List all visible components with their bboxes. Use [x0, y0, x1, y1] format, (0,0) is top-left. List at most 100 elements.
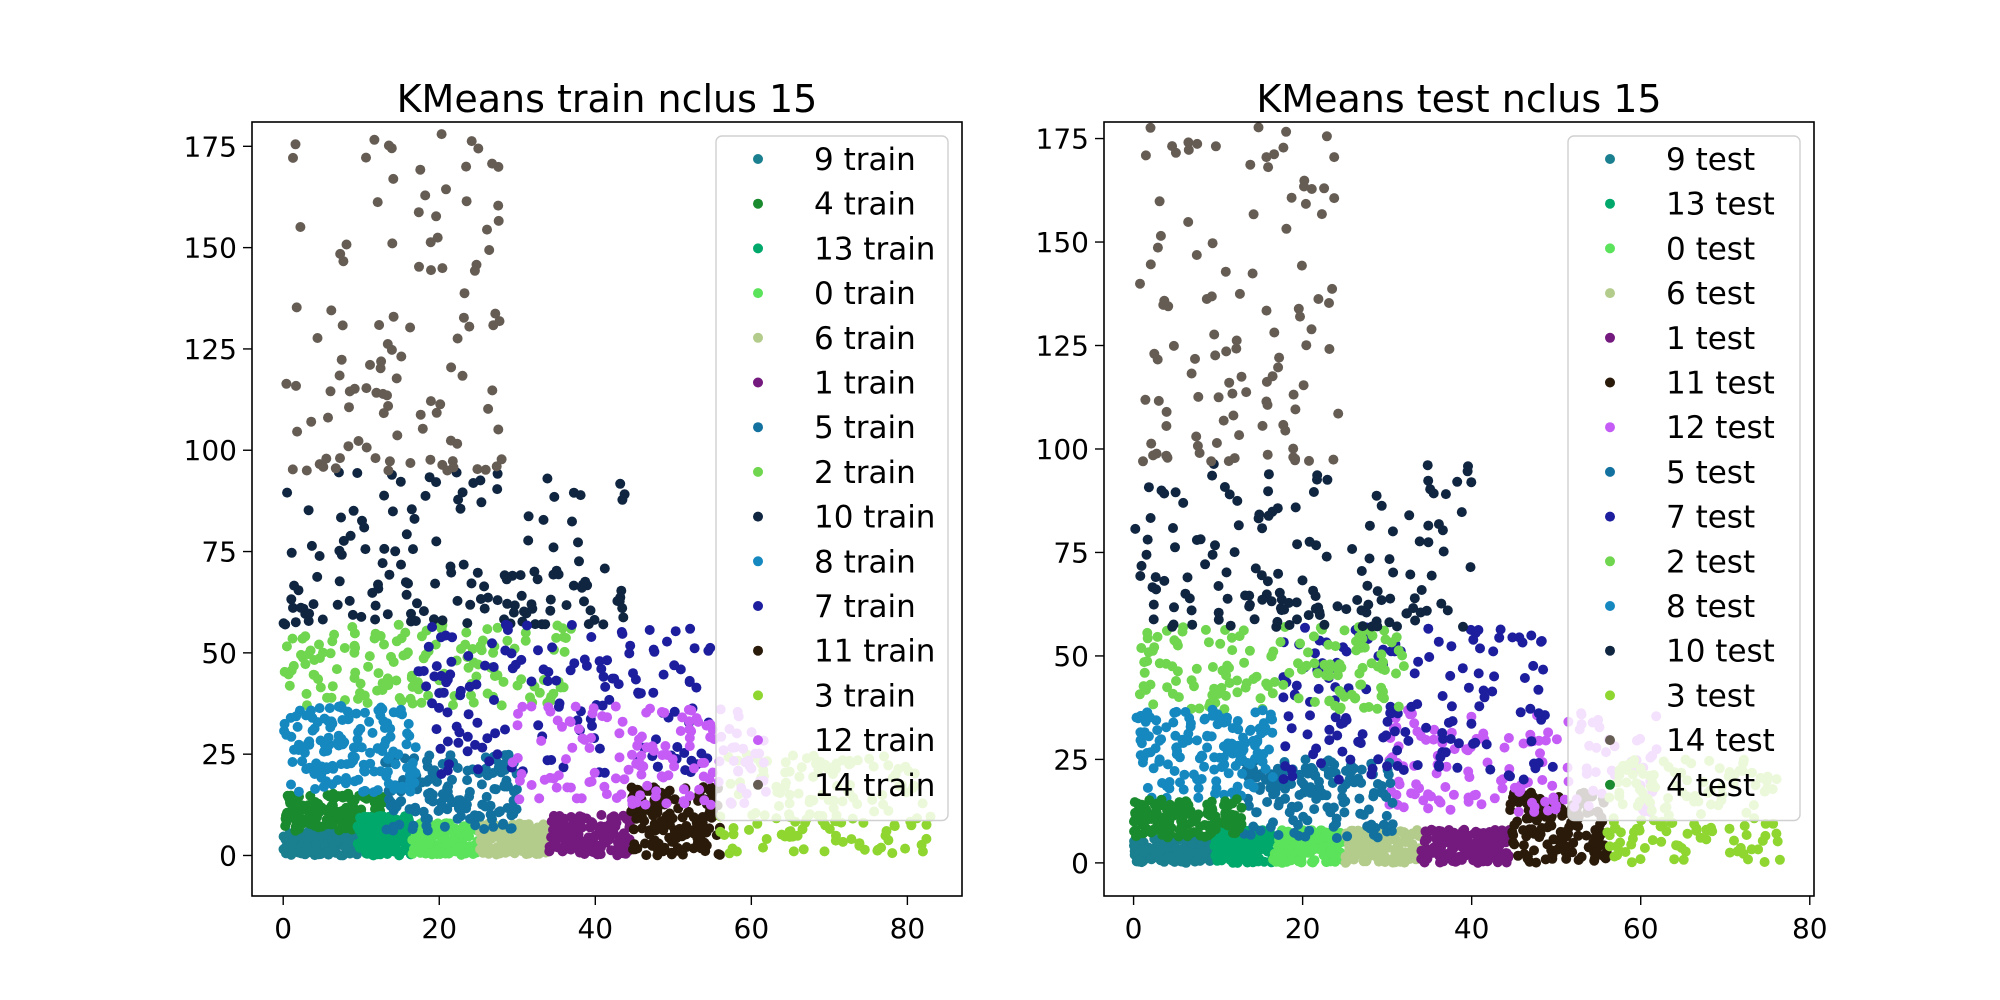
data-point — [1148, 450, 1159, 461]
data-point — [1381, 810, 1392, 821]
data-point — [1160, 812, 1171, 823]
data-point — [315, 682, 326, 693]
data-point — [533, 842, 544, 853]
data-point — [634, 757, 645, 768]
data-point — [1202, 731, 1213, 742]
data-point — [475, 594, 486, 604]
x-tick-label: 80 — [1792, 912, 1828, 945]
data-point — [341, 239, 352, 250]
data-point — [332, 599, 343, 610]
y-tick-label: 50 — [201, 637, 237, 670]
data-point — [1701, 824, 1712, 835]
chart-title: KMeans train nclus 15 — [397, 77, 818, 121]
data-point — [512, 720, 523, 731]
data-point — [1219, 818, 1230, 828]
data-point — [538, 664, 549, 675]
data-point — [379, 723, 390, 733]
data-point — [1232, 495, 1243, 506]
data-point — [1354, 793, 1365, 804]
data-point — [1319, 183, 1330, 194]
data-point — [540, 619, 551, 630]
data-point — [506, 648, 517, 659]
data-point — [485, 834, 496, 845]
data-point — [1309, 658, 1320, 669]
data-point — [1207, 238, 1218, 249]
data-point — [1224, 489, 1235, 500]
data-point — [1219, 482, 1230, 492]
data-point — [516, 590, 527, 601]
data-point — [290, 825, 301, 836]
data-point — [350, 742, 361, 753]
data-point — [461, 627, 472, 638]
data-point — [618, 612, 629, 623]
data-point — [1269, 149, 1280, 160]
data-point — [1164, 783, 1175, 794]
data-point — [336, 354, 347, 365]
data-point — [1391, 855, 1402, 866]
data-point — [1676, 843, 1687, 853]
data-point — [1145, 122, 1156, 133]
plot-frame — [251, 121, 963, 897]
data-point — [1168, 340, 1179, 351]
data-point — [344, 595, 355, 606]
data-point — [1739, 820, 1750, 831]
data-point — [360, 707, 370, 718]
data-point — [1280, 793, 1291, 804]
data-point — [370, 453, 381, 464]
x-tick-label: 20 — [1285, 912, 1321, 945]
data-point — [1170, 542, 1180, 553]
data-point — [334, 370, 345, 381]
data-point — [508, 607, 519, 618]
data-point — [335, 248, 346, 259]
data-point — [1556, 831, 1567, 842]
data-point — [420, 813, 431, 824]
data-point — [1163, 851, 1174, 862]
x-tick-label: 60 — [734, 912, 770, 945]
data-point — [492, 749, 503, 760]
data-point — [492, 622, 503, 633]
data-point — [1302, 815, 1313, 826]
data-point — [1312, 470, 1323, 481]
data-point — [400, 829, 411, 840]
data-point — [1145, 513, 1156, 523]
legend-frame — [1567, 135, 1801, 822]
data-point — [1286, 855, 1297, 866]
data-point — [326, 305, 337, 316]
data-point — [482, 733, 493, 744]
data-point — [1419, 836, 1430, 847]
data-point — [427, 796, 438, 807]
data-point — [1266, 596, 1277, 607]
data-point — [1292, 539, 1303, 550]
data-point — [648, 745, 659, 756]
data-point — [1442, 605, 1453, 616]
data-point — [1182, 831, 1193, 842]
data-point — [1631, 823, 1642, 834]
data-point — [705, 799, 716, 810]
data-point — [312, 812, 322, 823]
data-point — [1222, 738, 1233, 749]
data-point — [485, 809, 496, 820]
data-point — [579, 734, 590, 745]
data-point — [548, 773, 559, 784]
y-tick-label: 0 — [1071, 847, 1089, 880]
data-point — [1458, 621, 1468, 632]
data-point — [377, 743, 387, 754]
data-point — [1193, 783, 1204, 794]
data-point — [1228, 410, 1239, 421]
data-point — [566, 812, 577, 822]
data-point — [558, 682, 569, 693]
data-point — [321, 453, 332, 464]
data-point — [1269, 327, 1280, 338]
data-point — [1526, 630, 1537, 641]
data-point — [446, 362, 457, 373]
data-point — [652, 761, 663, 772]
legend-marker — [753, 511, 763, 522]
data-point — [1313, 294, 1324, 304]
data-point — [579, 596, 589, 607]
data-point — [361, 442, 372, 453]
data-point — [1415, 607, 1426, 618]
data-point — [1514, 632, 1525, 643]
data-point — [1412, 726, 1423, 737]
data-point — [488, 647, 499, 658]
